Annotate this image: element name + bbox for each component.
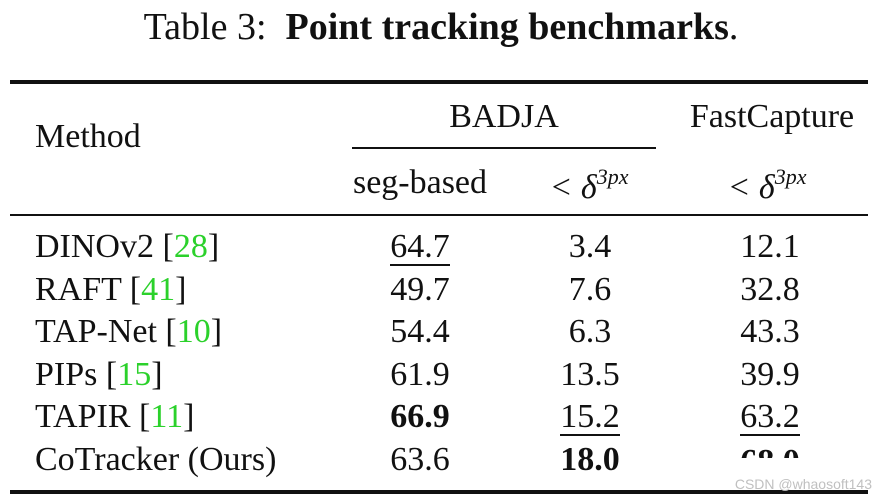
citation-link[interactable]: 41	[141, 271, 176, 308]
table-cell-fast-delta: 39.9	[740, 356, 800, 393]
citation-bracket: ]	[175, 271, 187, 308]
citation-link[interactable]: 15	[117, 356, 152, 393]
value-underlined: 15.2	[560, 398, 620, 436]
citation-link[interactable]: 11	[150, 398, 184, 435]
delta-symbol: < δ	[549, 169, 597, 206]
citation-bracket: ]	[183, 398, 195, 435]
table-cell-fast-delta-clipped: 68.0	[700, 440, 840, 458]
method-name: TAPIR [	[35, 398, 151, 435]
method-name: TAP-Net [	[35, 313, 177, 350]
header-badja: BADJA	[449, 98, 559, 135]
table-cell-fast-delta-best: 68.0	[710, 442, 830, 458]
citation-bracket: ]	[207, 228, 220, 265]
table-cell-seg: 61.9	[390, 356, 450, 393]
table-cell-seg: 54.4	[390, 313, 450, 350]
table-cell-fast-delta: 12.1	[740, 228, 800, 265]
table-row-method: CoTracker (Ours)	[35, 441, 277, 478]
citation-bracket: ]	[210, 313, 223, 350]
table-cell-badja-delta: 15.2	[530, 397, 650, 437]
method-name: DINOv2 [	[35, 228, 174, 265]
method-name: RAFT [	[35, 271, 142, 308]
delta-superscript: 3px	[774, 164, 807, 189]
table-cell-seg-best: 66.9	[390, 398, 450, 435]
badja-cmidrule	[352, 147, 656, 149]
table-cell-fast-delta: 63.2	[710, 397, 830, 437]
table-row-method: DINOv2 [28]	[35, 227, 219, 267]
caption-suffix: .	[728, 6, 739, 48]
subheader-seg-based: seg-based	[352, 164, 488, 201]
table-row-method: RAFT [41]	[35, 270, 186, 310]
value-underlined: 63.2	[740, 398, 800, 436]
subheader-fastcapture-delta: < δ3px	[692, 157, 842, 208]
table-cell-badja-delta: 13.5	[560, 356, 620, 393]
table-cell-badja-delta: 3.4	[568, 228, 612, 265]
table-cell-seg: 49.7	[390, 271, 450, 308]
table-cell-fast-delta: 32.8	[740, 271, 800, 308]
delta-symbol: < δ	[727, 169, 775, 206]
table-row-method: TAP-Net [10]	[35, 312, 222, 352]
watermark: CSDN @whaosoft143	[734, 476, 872, 492]
table-row-method: PIPs [15]	[35, 355, 163, 395]
table-cell-badja-delta-best: 18.0	[560, 441, 620, 478]
table-cell-seg: 63.6	[390, 441, 450, 478]
citation-link[interactable]: 28	[173, 228, 208, 265]
subheader-badja-delta: < δ3px	[514, 157, 664, 208]
top-rule	[10, 80, 868, 84]
bottom-rule	[10, 490, 868, 494]
header-rule	[10, 214, 868, 216]
caption-title: Point tracking benchmarks	[285, 6, 729, 48]
citation-bracket: ]	[151, 356, 163, 393]
header-method: Method	[35, 118, 141, 155]
table-cell-fast-delta: 43.3	[740, 313, 800, 350]
citation-link[interactable]: 10	[176, 313, 211, 350]
delta-superscript: 3px	[596, 164, 629, 189]
value-underlined: 64.7	[390, 228, 450, 266]
header-fastcapture: FastCapture	[689, 98, 855, 135]
table-cell-seg: 64.7	[360, 227, 480, 267]
table-cell-badja-delta: 7.6	[568, 271, 612, 308]
caption-prefix: Table 3:	[143, 6, 267, 48]
method-name: PIPs [	[35, 356, 118, 393]
table-caption: Table 3: Point tracking benchmarks.	[0, 4, 882, 50]
table-cell-badja-delta: 6.3	[568, 313, 612, 350]
table-row-method: TAPIR [11]	[35, 397, 194, 437]
